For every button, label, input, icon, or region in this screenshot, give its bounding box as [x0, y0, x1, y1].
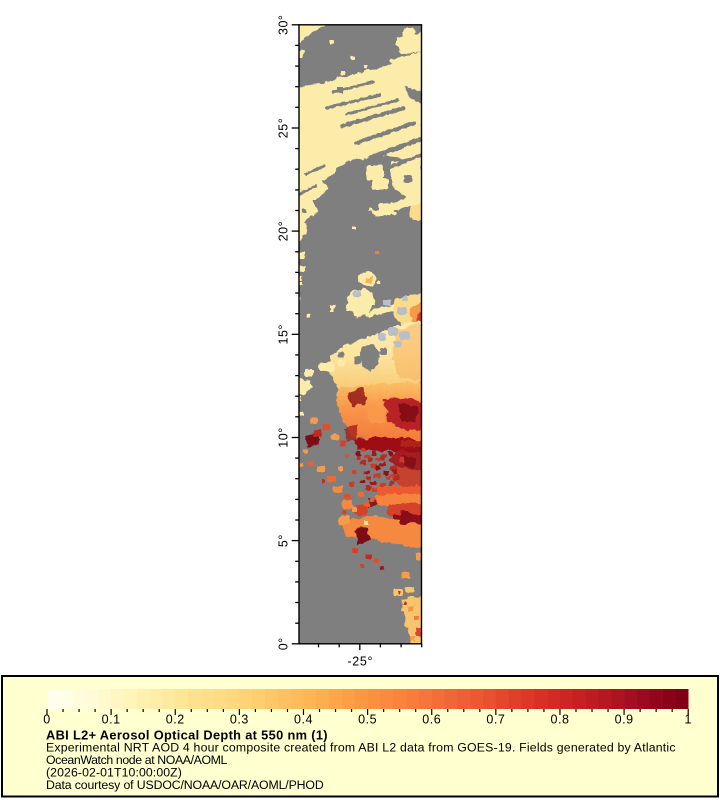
svg-text:30°: 30° [277, 15, 291, 35]
svg-text:(2026-02-01T10:00:00Z): (2026-02-01T10:00:00Z) [46, 766, 182, 780]
svg-text:5°: 5° [277, 534, 291, 547]
svg-text:15°: 15° [277, 324, 291, 344]
svg-text:25°: 25° [277, 118, 291, 138]
svg-text:0.4: 0.4 [294, 713, 313, 727]
svg-text:Data courtesy of USDOC/NOAA/OA: Data courtesy of USDOC/NOAA/OAR/AOML/PHO… [46, 778, 324, 792]
svg-text:0.6: 0.6 [422, 713, 441, 727]
svg-text:0.1: 0.1 [102, 713, 121, 727]
svg-text:Experimental NRT AOD 4 hour co: Experimental NRT AOD 4 hour composite cr… [46, 741, 676, 755]
svg-text:OceanWatch node at NOAA/AOML: OceanWatch node at NOAA/AOML [46, 753, 227, 767]
svg-text:0.7: 0.7 [486, 713, 505, 727]
svg-text:0.5: 0.5 [358, 713, 377, 727]
svg-text:0.8: 0.8 [550, 713, 569, 727]
svg-text:1: 1 [684, 713, 692, 727]
svg-text:0: 0 [43, 713, 51, 727]
svg-text:10°: 10° [277, 427, 291, 447]
svg-text:ABI L2+ Aerosol Optical Depth: ABI L2+ Aerosol Optical Depth at 550 nm … [46, 728, 328, 743]
svg-text:0.3: 0.3 [230, 713, 249, 727]
svg-text:0.9: 0.9 [615, 713, 634, 727]
svg-text:0.2: 0.2 [166, 713, 185, 727]
svg-text:20°: 20° [277, 221, 291, 241]
svg-text:0°: 0° [277, 637, 291, 650]
svg-text:-25°: -25° [347, 655, 373, 669]
